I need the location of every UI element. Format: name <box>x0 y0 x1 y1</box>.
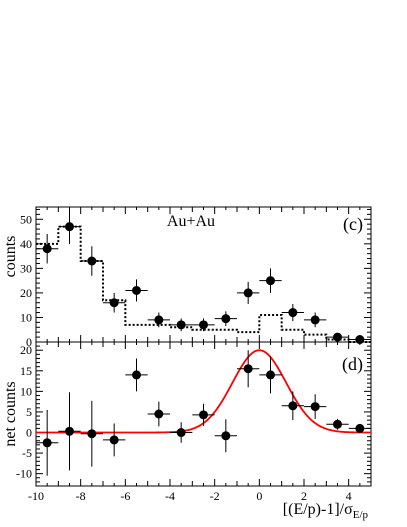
panel-d-point-marker <box>221 431 231 441</box>
panel-c-y-tick-label: 50 <box>20 212 32 226</box>
panel-c-ticks: 0 10 20 30 40 50 <box>20 207 372 349</box>
panel-d-y-tick-label: 5 <box>26 405 32 419</box>
panel-c-annotation: Au+Au <box>167 213 215 230</box>
panel-c-point-marker <box>221 314 231 324</box>
panel-c-point-marker <box>65 222 74 232</box>
panel-c-point-marker <box>199 320 208 330</box>
panel-d-point-marker <box>333 419 342 429</box>
x-axis-label-main: [(E/p)-1]/σ <box>283 501 353 518</box>
panel-c-point-marker <box>109 298 119 308</box>
panel-d-point-marker <box>266 370 275 380</box>
panel-d-y-tick-label: 20 <box>20 343 32 357</box>
panel-c-point-marker <box>132 285 141 295</box>
panel-d-y-tick-label: 15 <box>20 364 32 378</box>
panel-c-y-tick-label: 10 <box>20 310 32 324</box>
panel-c-y-tick-label: 40 <box>20 237 32 251</box>
panel-d-x-tick-label: -6 <box>120 489 130 503</box>
panel-d-ticks: -10 -5 0 5 10 15 20 -10 -8 -6 -4 -2 0 2 4 <box>16 341 372 503</box>
panel-c-point-marker <box>42 244 52 254</box>
panel-c-point-marker <box>266 276 275 286</box>
panel-d-x-tick-label: -8 <box>76 489 86 503</box>
panel-d-data-points <box>36 350 371 476</box>
panel-d-x-tick-label: 2 <box>301 489 307 503</box>
panel-c-point-marker <box>288 308 298 318</box>
panel-c-data-points <box>36 209 371 345</box>
panel-c-label: (c) <box>343 214 363 235</box>
panel-d: -10 -5 0 5 10 15 20 -10 -8 -6 -4 -2 0 2 4 net counts (… <box>2 341 372 521</box>
panel-d-point-marker <box>176 428 186 438</box>
panel-d-point-marker <box>132 370 141 380</box>
panel-c: 0 10 20 30 40 50 counts Au+Au (c) <box>2 206 372 349</box>
panel-d-point-marker <box>310 402 320 412</box>
panel-d-x-tick-label: 4 <box>346 489 352 503</box>
panel-d-x-tick-label: 0 <box>256 489 262 503</box>
panel-d-y-tick-label: 10 <box>20 384 32 398</box>
panel-c-point-marker <box>154 315 164 325</box>
panel-c-point-marker <box>333 332 342 342</box>
panel-d-y-axis-label: net counts <box>2 381 19 446</box>
panel-d-x-tick-label: -2 <box>210 489 220 503</box>
panel-d-point-marker <box>355 423 365 433</box>
panel-d-point-marker <box>288 401 298 411</box>
panel-c-y-tick-label: 30 <box>20 261 32 275</box>
panel-d-point-marker <box>87 429 97 439</box>
x-axis-label: [(E/p)-1]/σE/p <box>283 501 369 521</box>
panel-c-y-axis-label: counts <box>2 236 19 278</box>
panel-c-y-tick-label: 20 <box>20 286 32 300</box>
panel-d-point-marker <box>42 438 52 448</box>
x-axis-label-subscript: E/p <box>353 509 369 521</box>
panel-d-point-marker <box>154 409 164 419</box>
panel-d-y-tick-label: -10 <box>16 467 32 481</box>
panel-c-point-marker <box>87 256 97 266</box>
panel-d-y-tick-label: 0 <box>26 426 32 440</box>
panel-d-y-tick-label: -5 <box>22 446 32 460</box>
panel-c-point-marker <box>243 288 253 298</box>
panel-d-point-marker <box>199 410 208 420</box>
panel-d-point-marker <box>109 435 119 445</box>
panel-c-point-marker <box>310 315 320 325</box>
panel-c-y-tick-label: 0 <box>26 335 32 349</box>
panel-d-x-tick-label: -10 <box>28 489 44 503</box>
panel-d-point-marker <box>65 426 74 436</box>
panel-d-x-tick-label: -4 <box>165 489 175 503</box>
panel-c-point-marker <box>176 320 186 330</box>
panel-d-label: (d) <box>342 354 363 375</box>
panel-d-point-marker <box>243 364 253 374</box>
